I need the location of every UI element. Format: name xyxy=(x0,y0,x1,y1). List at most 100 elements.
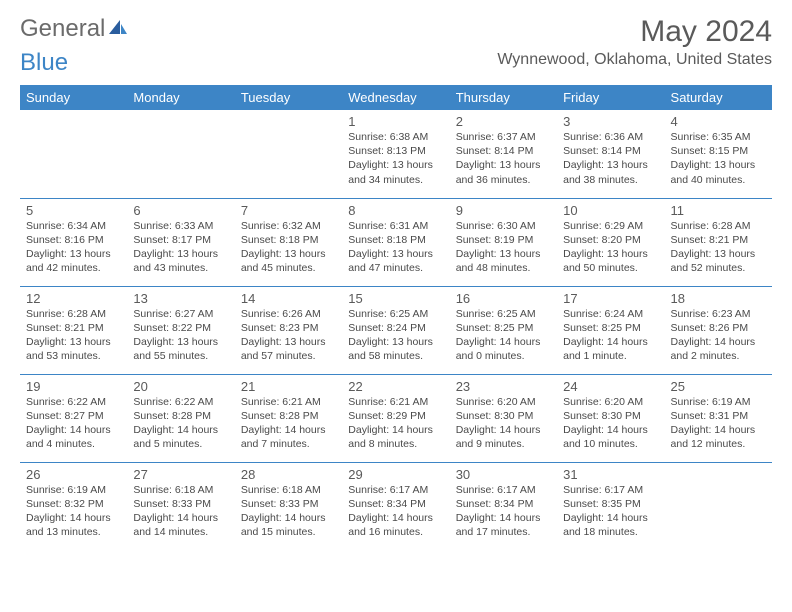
day-info: Sunrise: 6:24 AMSunset: 8:25 PMDaylight:… xyxy=(563,307,658,364)
logo-text-1: General xyxy=(20,15,105,43)
calendar-day-cell: 26Sunrise: 6:19 AMSunset: 8:32 PMDayligh… xyxy=(20,462,127,550)
day-info: Sunrise: 6:27 AMSunset: 8:22 PMDaylight:… xyxy=(133,307,228,364)
day-info: Sunrise: 6:22 AMSunset: 8:28 PMDaylight:… xyxy=(133,395,228,452)
calendar-table: Sunday Monday Tuesday Wednesday Thursday… xyxy=(20,85,772,550)
day-header: Friday xyxy=(557,85,664,110)
calendar-day-cell: 2Sunrise: 6:37 AMSunset: 8:14 PMDaylight… xyxy=(450,110,557,198)
calendar-day-cell: 16Sunrise: 6:25 AMSunset: 8:25 PMDayligh… xyxy=(450,286,557,374)
day-info: Sunrise: 6:18 AMSunset: 8:33 PMDaylight:… xyxy=(133,483,228,540)
calendar-day-cell: 19Sunrise: 6:22 AMSunset: 8:27 PMDayligh… xyxy=(20,374,127,462)
calendar-day-cell: 21Sunrise: 6:21 AMSunset: 8:28 PMDayligh… xyxy=(235,374,342,462)
day-number: 24 xyxy=(563,379,658,394)
calendar-day-cell: 14Sunrise: 6:26 AMSunset: 8:23 PMDayligh… xyxy=(235,286,342,374)
day-number: 1 xyxy=(348,114,443,129)
day-info: Sunrise: 6:28 AMSunset: 8:21 PMDaylight:… xyxy=(671,219,766,276)
calendar-empty-cell xyxy=(665,462,772,550)
calendar-day-cell: 22Sunrise: 6:21 AMSunset: 8:29 PMDayligh… xyxy=(342,374,449,462)
calendar-body: 1Sunrise: 6:38 AMSunset: 8:13 PMDaylight… xyxy=(20,110,772,550)
day-number: 8 xyxy=(348,203,443,218)
day-header: Thursday xyxy=(450,85,557,110)
day-info: Sunrise: 6:17 AMSunset: 8:34 PMDaylight:… xyxy=(456,483,551,540)
calendar-day-cell: 25Sunrise: 6:19 AMSunset: 8:31 PMDayligh… xyxy=(665,374,772,462)
day-info: Sunrise: 6:34 AMSunset: 8:16 PMDaylight:… xyxy=(26,219,121,276)
day-number: 29 xyxy=(348,467,443,482)
calendar-day-cell: 30Sunrise: 6:17 AMSunset: 8:34 PMDayligh… xyxy=(450,462,557,550)
calendar-day-cell: 4Sunrise: 6:35 AMSunset: 8:15 PMDaylight… xyxy=(665,110,772,198)
title-block: May 2024 Wynnewood, Oklahoma, United Sta… xyxy=(497,15,772,69)
calendar-empty-cell xyxy=(235,110,342,198)
calendar-day-cell: 6Sunrise: 6:33 AMSunset: 8:17 PMDaylight… xyxy=(127,198,234,286)
calendar-day-cell: 12Sunrise: 6:28 AMSunset: 8:21 PMDayligh… xyxy=(20,286,127,374)
day-info: Sunrise: 6:28 AMSunset: 8:21 PMDaylight:… xyxy=(26,307,121,364)
day-number: 25 xyxy=(671,379,766,394)
day-number: 6 xyxy=(133,203,228,218)
day-number: 20 xyxy=(133,379,228,394)
calendar-day-cell: 9Sunrise: 6:30 AMSunset: 8:19 PMDaylight… xyxy=(450,198,557,286)
calendar-day-cell: 5Sunrise: 6:34 AMSunset: 8:16 PMDaylight… xyxy=(20,198,127,286)
day-info: Sunrise: 6:21 AMSunset: 8:29 PMDaylight:… xyxy=(348,395,443,452)
day-info: Sunrise: 6:36 AMSunset: 8:14 PMDaylight:… xyxy=(563,130,658,187)
day-number: 17 xyxy=(563,291,658,306)
day-number: 7 xyxy=(241,203,336,218)
day-number: 12 xyxy=(26,291,121,306)
day-info: Sunrise: 6:26 AMSunset: 8:23 PMDaylight:… xyxy=(241,307,336,364)
day-info: Sunrise: 6:31 AMSunset: 8:18 PMDaylight:… xyxy=(348,219,443,276)
calendar-week-row: 26Sunrise: 6:19 AMSunset: 8:32 PMDayligh… xyxy=(20,462,772,550)
logo-text-2: Blue xyxy=(20,49,68,76)
day-number: 11 xyxy=(671,203,766,218)
calendar-day-cell: 20Sunrise: 6:22 AMSunset: 8:28 PMDayligh… xyxy=(127,374,234,462)
day-info: Sunrise: 6:33 AMSunset: 8:17 PMDaylight:… xyxy=(133,219,228,276)
day-header: Monday xyxy=(127,85,234,110)
calendar-day-cell: 13Sunrise: 6:27 AMSunset: 8:22 PMDayligh… xyxy=(127,286,234,374)
day-info: Sunrise: 6:25 AMSunset: 8:24 PMDaylight:… xyxy=(348,307,443,364)
day-info: Sunrise: 6:22 AMSunset: 8:27 PMDaylight:… xyxy=(26,395,121,452)
calendar-week-row: 19Sunrise: 6:22 AMSunset: 8:27 PMDayligh… xyxy=(20,374,772,462)
calendar-day-cell: 29Sunrise: 6:17 AMSunset: 8:34 PMDayligh… xyxy=(342,462,449,550)
day-number: 22 xyxy=(348,379,443,394)
day-number: 27 xyxy=(133,467,228,482)
calendar-day-cell: 18Sunrise: 6:23 AMSunset: 8:26 PMDayligh… xyxy=(665,286,772,374)
day-info: Sunrise: 6:23 AMSunset: 8:26 PMDaylight:… xyxy=(671,307,766,364)
day-number: 4 xyxy=(671,114,766,129)
day-info: Sunrise: 6:25 AMSunset: 8:25 PMDaylight:… xyxy=(456,307,551,364)
calendar-day-cell: 1Sunrise: 6:38 AMSunset: 8:13 PMDaylight… xyxy=(342,110,449,198)
calendar-day-cell: 10Sunrise: 6:29 AMSunset: 8:20 PMDayligh… xyxy=(557,198,664,286)
day-number: 26 xyxy=(26,467,121,482)
day-info: Sunrise: 6:30 AMSunset: 8:19 PMDaylight:… xyxy=(456,219,551,276)
calendar-day-cell: 27Sunrise: 6:18 AMSunset: 8:33 PMDayligh… xyxy=(127,462,234,550)
calendar-week-row: 5Sunrise: 6:34 AMSunset: 8:16 PMDaylight… xyxy=(20,198,772,286)
day-info: Sunrise: 6:19 AMSunset: 8:32 PMDaylight:… xyxy=(26,483,121,540)
calendar-day-cell: 3Sunrise: 6:36 AMSunset: 8:14 PMDaylight… xyxy=(557,110,664,198)
sail-icon xyxy=(107,15,129,43)
calendar-empty-cell xyxy=(127,110,234,198)
day-header: Tuesday xyxy=(235,85,342,110)
day-header: Wednesday xyxy=(342,85,449,110)
day-number: 3 xyxy=(563,114,658,129)
calendar-day-cell: 11Sunrise: 6:28 AMSunset: 8:21 PMDayligh… xyxy=(665,198,772,286)
day-header: Sunday xyxy=(20,85,127,110)
calendar-day-cell: 28Sunrise: 6:18 AMSunset: 8:33 PMDayligh… xyxy=(235,462,342,550)
day-number: 16 xyxy=(456,291,551,306)
day-info: Sunrise: 6:17 AMSunset: 8:34 PMDaylight:… xyxy=(348,483,443,540)
day-number: 19 xyxy=(26,379,121,394)
day-number: 9 xyxy=(456,203,551,218)
day-number: 2 xyxy=(456,114,551,129)
day-number: 14 xyxy=(241,291,336,306)
day-number: 23 xyxy=(456,379,551,394)
day-info: Sunrise: 6:37 AMSunset: 8:14 PMDaylight:… xyxy=(456,130,551,187)
day-info: Sunrise: 6:17 AMSunset: 8:35 PMDaylight:… xyxy=(563,483,658,540)
calendar-empty-cell xyxy=(20,110,127,198)
day-info: Sunrise: 6:32 AMSunset: 8:18 PMDaylight:… xyxy=(241,219,336,276)
day-info: Sunrise: 6:20 AMSunset: 8:30 PMDaylight:… xyxy=(563,395,658,452)
day-info: Sunrise: 6:18 AMSunset: 8:33 PMDaylight:… xyxy=(241,483,336,540)
day-number: 5 xyxy=(26,203,121,218)
day-info: Sunrise: 6:29 AMSunset: 8:20 PMDaylight:… xyxy=(563,219,658,276)
day-number: 28 xyxy=(241,467,336,482)
day-header: Saturday xyxy=(665,85,772,110)
day-number: 21 xyxy=(241,379,336,394)
calendar-day-cell: 17Sunrise: 6:24 AMSunset: 8:25 PMDayligh… xyxy=(557,286,664,374)
day-number: 18 xyxy=(671,291,766,306)
day-info: Sunrise: 6:19 AMSunset: 8:31 PMDaylight:… xyxy=(671,395,766,452)
day-info: Sunrise: 6:21 AMSunset: 8:28 PMDaylight:… xyxy=(241,395,336,452)
logo: General xyxy=(20,15,129,43)
